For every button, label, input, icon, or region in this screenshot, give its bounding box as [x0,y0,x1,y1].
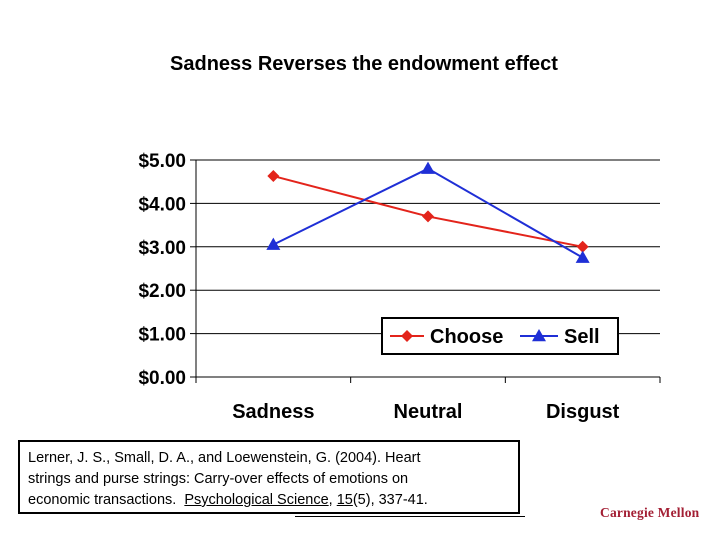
citation-line-1: Lerner, J. S., Small, D. A., and Loewens… [28,450,421,466]
citation-line-3: economic transactions. Psychological Sci… [28,490,510,511]
citation-journal: Psychological Science [184,492,329,508]
data-point-sell [421,161,435,174]
y-tick-label: $3.00 [138,238,186,259]
citation-line-2: strings and purse strings: Carry-over ef… [28,471,409,487]
x-tick-label: Disgust [546,401,620,423]
legend: Choose Sell [381,317,619,355]
data-point-choose [267,170,280,183]
y-tick-label: $0.00 [138,368,186,389]
axes [190,159,661,383]
citation-issue-pages: (5), 337-41. [352,492,428,508]
y-tick-labels: $0.00 $1.00 $2.00 $3.00 $4.00 $5.00 [138,151,186,389]
chart-title: Sadness Reverses the endowment effect [170,53,558,75]
footer-rule [295,516,525,517]
legend-label-choose: Choose [430,326,503,348]
x-tick-labels: Sadness Neutral Disgust [232,401,619,423]
carnegie-mellon-logo: Carnegie Mellon [600,505,700,520]
line-chart: Sadness Reverses the endowment effect $0… [138,53,661,423]
y-tick-label: $1.00 [138,325,186,346]
series [266,161,590,263]
citation-volume: 15 [336,492,353,508]
citation-box: Lerner, J. S., Small, D. A., and Loewens… [18,440,520,514]
data-point-choose [576,240,589,253]
data-point-sell [266,237,281,250]
gridlines [196,159,660,335]
legend-marker-sell [532,329,546,342]
y-tick-label: $2.00 [138,281,186,302]
x-tick-label: Neutral [394,401,463,423]
data-point-sell [575,250,590,263]
y-tick-label: $4.00 [138,194,186,215]
data-point-choose [422,210,434,223]
citation-comma: , [328,492,337,508]
legend-marker-choose [401,330,413,342]
y-tick-label: $5.00 [138,151,186,172]
legend-label-sell: Sell [564,326,600,348]
x-tick-label: Sadness [232,401,314,423]
citation-text: economic transactions. [28,492,185,508]
